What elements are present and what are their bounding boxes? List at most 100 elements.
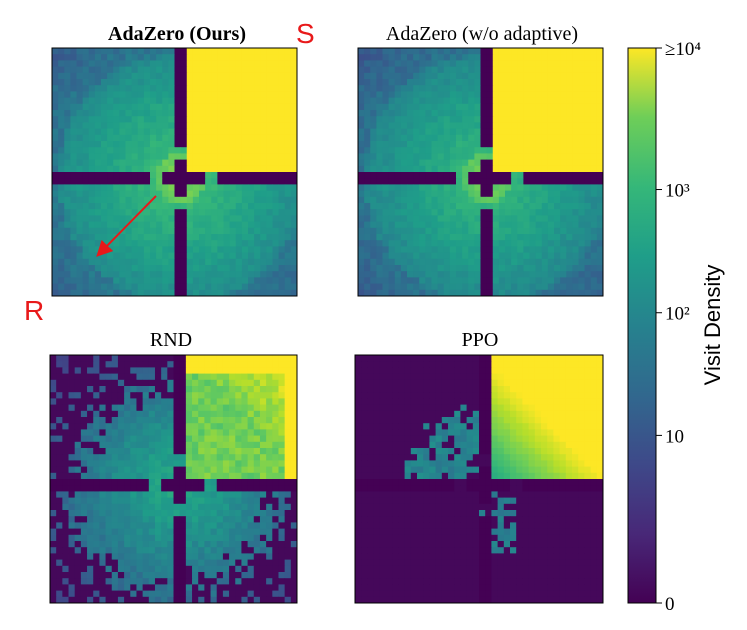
heatmap-cell [278, 97, 286, 105]
heatmap-cell [162, 178, 169, 185]
heatmap-cell [394, 72, 402, 80]
heatmap-cell [80, 472, 88, 480]
heatmap-cell [505, 103, 512, 111]
heatmap-cell [52, 153, 59, 160]
heatmap-cell [272, 522, 279, 529]
heatmap-cell [99, 367, 106, 374]
heatmap-cell [198, 392, 205, 399]
heatmap-cell [431, 240, 439, 247]
heatmap-cell [253, 572, 261, 579]
heatmap-cell [199, 289, 206, 297]
heatmap-cell [485, 379, 492, 387]
heatmap-cell [136, 423, 144, 430]
heatmap-cell [278, 110, 286, 117]
heatmap-cell [486, 234, 494, 241]
heatmap-cell [150, 215, 157, 222]
heatmap-cell [462, 60, 469, 67]
heatmap-cell [148, 596, 156, 604]
heatmap-cell [407, 221, 414, 229]
heatmap-cell [130, 373, 137, 381]
heatmap-cell [485, 361, 492, 368]
heatmap-cell [278, 516, 286, 523]
heatmap-cell [254, 252, 261, 260]
heatmap-cell [392, 379, 399, 387]
heatmap-cell [407, 54, 414, 61]
heatmap-cell [93, 485, 100, 492]
heatmap-cell [572, 184, 579, 191]
heatmap-cell [76, 134, 84, 142]
heatmap-cell [229, 472, 236, 480]
heatmap-cell [449, 91, 457, 98]
heatmap-cell [167, 435, 174, 443]
heatmap-cell [101, 85, 108, 92]
heatmap-cell [358, 209, 365, 216]
heatmap-cell [87, 547, 94, 554]
heatmap-cell [198, 572, 205, 579]
heatmap-cell [376, 289, 383, 297]
heatmap-cell [505, 289, 512, 297]
heatmap-cell [529, 227, 537, 235]
heatmap-cell [94, 227, 102, 235]
heatmap-cell [199, 134, 206, 142]
heatmap-cell [486, 203, 494, 210]
heatmap-cell [204, 454, 211, 461]
heatmap-cell [80, 423, 88, 430]
heatmap-cell [192, 361, 199, 368]
heatmap-cell [407, 48, 414, 55]
heatmap-cell [216, 528, 224, 536]
heatmap-cell [173, 448, 181, 455]
heatmap-cell [419, 48, 426, 55]
heatmap-cell [254, 79, 261, 86]
heatmap-cell [167, 534, 174, 542]
heatmap-cell [211, 54, 218, 61]
heatmap-cell [400, 141, 408, 148]
heatmap-cell [119, 91, 126, 98]
heatmap-cell [105, 454, 113, 461]
heatmap-cell [535, 221, 543, 229]
heatmap-cell [254, 85, 261, 92]
heatmap-cell [117, 553, 125, 560]
heatmap-cell [198, 386, 205, 393]
heatmap-cell [216, 584, 224, 591]
heatmap-cell [468, 147, 475, 154]
heatmap-cell [222, 472, 230, 480]
heatmap-cell [136, 547, 144, 554]
heatmap-cell [241, 510, 248, 517]
heatmap-cell [241, 435, 248, 443]
heatmap-cell [99, 534, 106, 542]
heatmap-cell [404, 361, 412, 368]
heatmap-cell [266, 559, 273, 567]
heatmap-cell [566, 215, 573, 222]
heatmap-cell [70, 221, 77, 229]
heatmap-cell [216, 516, 224, 523]
heatmap-cell [388, 178, 396, 185]
heatmap-cell [486, 240, 494, 247]
heatmap-cell [272, 122, 280, 129]
heatmap-cell [204, 472, 211, 480]
heatmap-cell [87, 497, 94, 505]
heatmap-cell [210, 460, 218, 467]
heatmap-cell [154, 423, 162, 430]
heatmap-cell [223, 122, 231, 129]
heatmap-cell [456, 283, 463, 291]
heatmap-cell [70, 227, 77, 235]
heatmap-cell [584, 128, 592, 136]
heatmap-cell [82, 289, 90, 297]
heatmap-cell [241, 252, 249, 260]
heatmap-cell [456, 122, 463, 129]
heatmap-cell [216, 373, 224, 381]
heatmap-cell [498, 153, 506, 160]
heatmap-cell [222, 497, 230, 505]
heatmap-cell [290, 429, 298, 436]
heatmap-cell [88, 128, 96, 136]
heatmap-cell [52, 190, 59, 198]
heatmap-cell [142, 355, 150, 362]
heatmap-cell [382, 227, 390, 235]
heatmap-cell [222, 448, 230, 455]
heatmap-cell [376, 215, 383, 222]
heatmap-cell [168, 116, 175, 123]
heatmap-cell [572, 234, 579, 241]
heatmap-cell [492, 79, 500, 86]
heatmap-cell [107, 103, 114, 111]
heatmap-cell [168, 165, 175, 173]
